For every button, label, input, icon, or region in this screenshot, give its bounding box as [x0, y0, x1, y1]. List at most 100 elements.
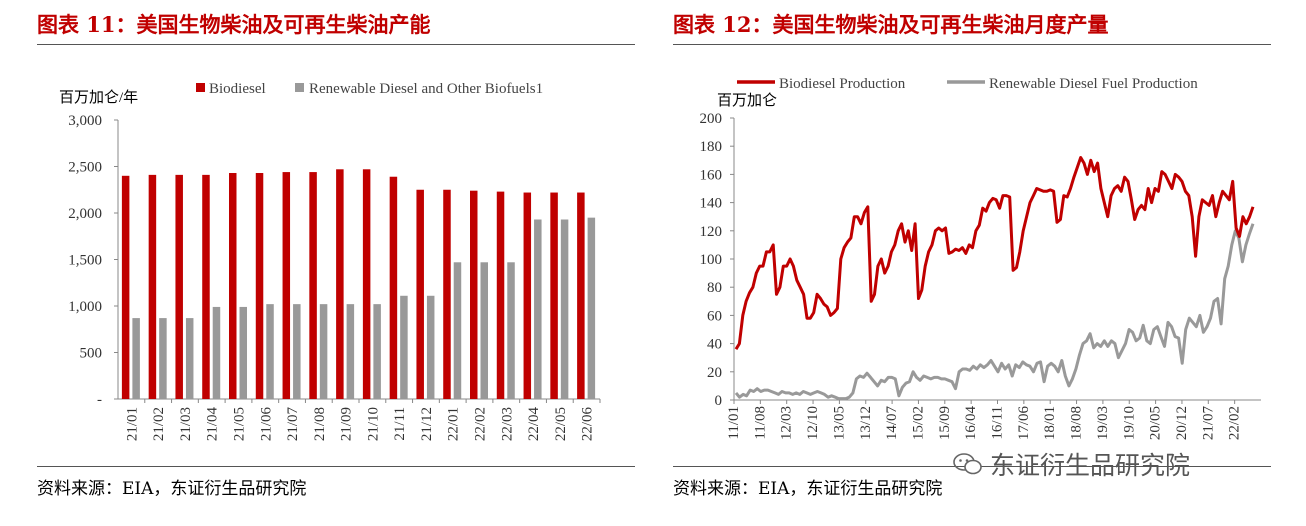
- bar-renewable: [587, 217, 596, 399]
- y-tick-label: 3,000: [68, 113, 102, 129]
- chart11-source-rule: [37, 466, 635, 467]
- y-tick-label: 20: [707, 365, 722, 381]
- y-tick-label: 60: [707, 308, 722, 324]
- bar-renewable: [346, 304, 355, 399]
- x-tick-label: 21/01: [124, 407, 140, 441]
- x-tick-label: 15/09: [937, 406, 953, 440]
- x-tick-label: 19/10: [1121, 406, 1137, 440]
- legend-swatch-renewable: [295, 83, 304, 92]
- bar-biodiesel: [336, 169, 344, 399]
- legend-label-renewable: Renewable Diesel and Other Biofuels1: [309, 81, 543, 97]
- y-tick-label: 2,500: [68, 160, 102, 176]
- x-tick-label: 21/06: [258, 407, 274, 442]
- y-tick-label: 200: [700, 111, 723, 127]
- y-tick-label: 140: [700, 196, 723, 212]
- wechat-icon: [953, 453, 982, 475]
- x-tick-label: 22/05: [553, 407, 569, 441]
- bar-biodiesel: [148, 174, 157, 399]
- x-tick-label: 14/07: [884, 406, 900, 441]
- x-tick-label: 18/01: [1042, 406, 1058, 440]
- legend-label-biodiesel-production: Biodiesel Production: [779, 76, 906, 92]
- x-tick-label: 21/10: [365, 407, 381, 441]
- x-tick-label: 12/10: [805, 406, 821, 440]
- y-tick-label: 1,500: [68, 253, 102, 269]
- x-tick-label: 21/04: [205, 407, 221, 442]
- legend-label-biodiesel: Biodiesel: [209, 81, 266, 97]
- x-tick-label: 21/12: [419, 407, 435, 441]
- x-tick-label: 21/07: [285, 407, 301, 442]
- y-axis-label: 百万加仑: [717, 92, 777, 109]
- legend-swatch-biodiesel: [196, 83, 205, 92]
- x-tick-label: 21/11: [392, 407, 408, 441]
- x-tick-label: 21/08: [312, 407, 328, 441]
- chart12-source: 资料来源：EIA，东证衍生品研究院: [673, 479, 943, 499]
- x-tick-label: 15/02: [910, 406, 926, 440]
- legend-label-renewable-production: Renewable Diesel Fuel Production: [989, 76, 1198, 92]
- x-tick-label: 22/03: [499, 407, 515, 441]
- x-tick-label: 22/02: [473, 407, 489, 441]
- y-tick-label: 80: [707, 280, 722, 296]
- bar-biodiesel: [202, 174, 210, 399]
- watermark-text: 东证衍生品研究院: [990, 451, 1191, 480]
- bar-renewable: [293, 304, 301, 399]
- x-tick-label: 19/03: [1095, 406, 1111, 440]
- bar-renewable: [453, 262, 462, 399]
- bar-renewable: [266, 304, 274, 399]
- bar-renewable: [534, 219, 542, 399]
- bar-renewable: [239, 306, 247, 399]
- x-tick-label: 11/01: [726, 406, 742, 440]
- chart11-title-rule: [37, 44, 635, 45]
- x-tick-label: 20/12: [1174, 406, 1190, 440]
- x-tick-label: 22/01: [446, 407, 462, 441]
- x-tick-label: 16/04: [963, 406, 979, 441]
- x-tick-label: 17/06: [1016, 406, 1032, 441]
- y-tick-label: 2,000: [68, 206, 102, 222]
- bar-renewable: [185, 318, 194, 399]
- x-tick-label: 18/08: [1069, 406, 1085, 440]
- x-tick-label: 21/03: [178, 407, 194, 441]
- x-tick-label: 21/07: [1200, 406, 1216, 441]
- line-renewable-diesel-production: [734, 223, 1255, 401]
- x-tick-label: 22/04: [526, 407, 542, 442]
- bar-renewable: [373, 304, 381, 399]
- bar-biodiesel: [362, 169, 371, 399]
- bar-renewable: [480, 262, 488, 399]
- bar-biodiesel: [229, 173, 237, 399]
- bar-biodiesel: [389, 176, 398, 399]
- bar-biodiesel: [416, 189, 424, 399]
- x-tick-label: 12/03: [779, 406, 795, 440]
- bar-biodiesel: [255, 173, 264, 399]
- y-tick-label: 100: [700, 252, 723, 268]
- bar-biodiesel: [121, 175, 130, 399]
- x-tick-label: 21/09: [339, 407, 355, 441]
- bar-renewable: [212, 306, 221, 399]
- x-tick-label: 20/05: [1148, 406, 1164, 440]
- x-tick-label: 22/06: [580, 407, 596, 442]
- bar-biodiesel: [523, 192, 532, 399]
- x-tick-label: 11/08: [752, 406, 768, 440]
- y-tick-label: 160: [700, 167, 723, 183]
- bar-biodiesel: [175, 174, 183, 399]
- x-tick-label: 16/11: [990, 406, 1006, 440]
- bar-renewable: [426, 295, 435, 399]
- y-tick-label: -: [97, 392, 102, 408]
- x-tick-label: 13/05: [831, 406, 847, 440]
- bar-biodiesel: [577, 192, 585, 399]
- y-tick-label: 180: [700, 139, 723, 155]
- chart12-title-rule: [673, 44, 1271, 45]
- x-tick-label: 22/02: [1227, 406, 1243, 440]
- bar-biodiesel: [550, 192, 558, 399]
- y-tick-label: 0: [715, 393, 723, 409]
- bar-biodiesel: [309, 172, 317, 399]
- chart11-title: 图表 11：美国生物柴油及可再生柴油产能: [37, 12, 431, 37]
- y-tick-label: 1,000: [68, 299, 102, 315]
- y-tick-label: 40: [707, 337, 722, 353]
- x-tick-label: 21/05: [232, 407, 248, 441]
- bar-renewable: [319, 304, 328, 399]
- bar-renewable: [560, 219, 569, 399]
- production-line-chart: 0 20 40 60 80 100 120 140 160 180 200 百万加仑Biodiesel…: [700, 76, 1261, 441]
- chart11-source: 资料来源：EIA，东证衍生品研究院: [37, 479, 307, 499]
- x-tick-label: 13/12: [858, 406, 874, 440]
- line-biodiesel-production: [734, 156, 1255, 350]
- y-tick-label: 500: [80, 346, 103, 362]
